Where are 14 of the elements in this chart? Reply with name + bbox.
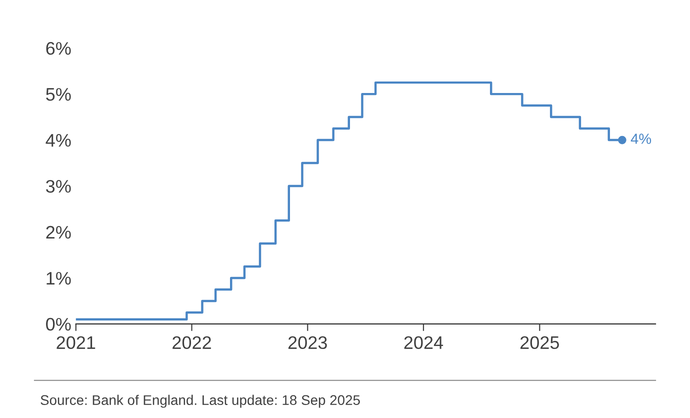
y-tick-label: 1% — [46, 272, 71, 285]
source-note: Source: Bank of England. Last update: 18 Sep 2025 — [40, 394, 360, 408]
x-tick-label: 2024 — [404, 336, 444, 350]
x-tick-label: 2022 — [172, 336, 211, 350]
x-tick-label: 2025 — [520, 336, 559, 350]
y-tick-label: 0% — [46, 318, 71, 331]
y-tick-label: 6% — [46, 42, 71, 55]
x-tick-label: 2021 — [56, 336, 96, 350]
x-tick-label: 2023 — [288, 336, 327, 350]
y-tick-label: 3% — [46, 180, 71, 193]
y-tick-label: 4% — [46, 134, 71, 147]
annotation: 4% — [630, 134, 652, 144]
y-tick-label: 5% — [46, 88, 71, 101]
y-tick-label: 2% — [46, 226, 71, 239]
